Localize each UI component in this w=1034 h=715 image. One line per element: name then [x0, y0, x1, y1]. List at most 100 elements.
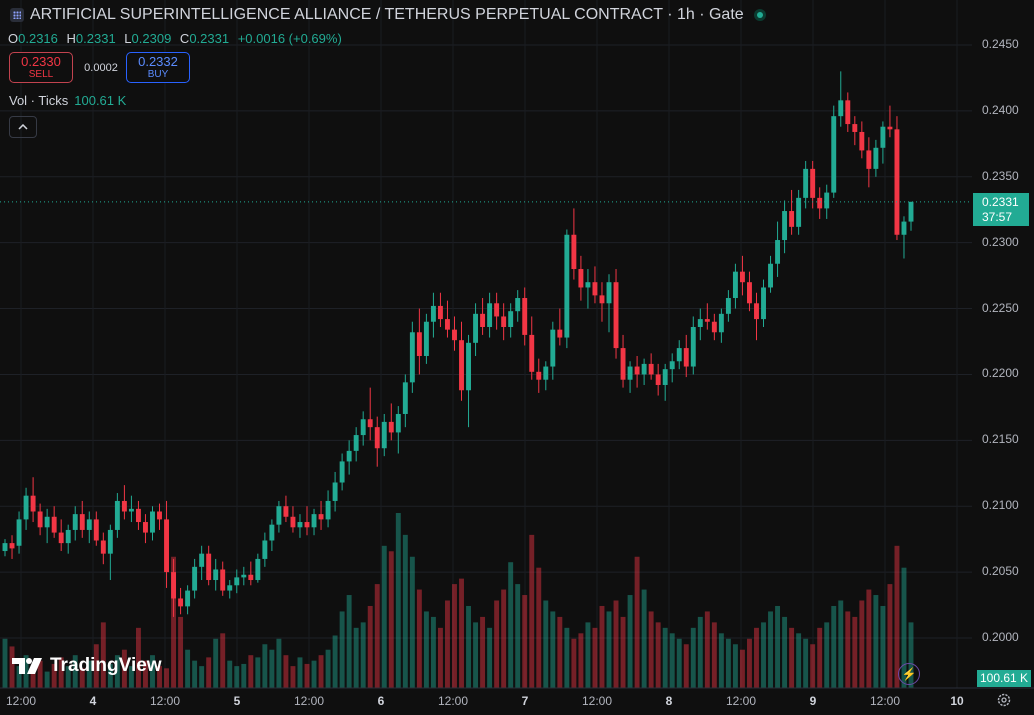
candle-body	[550, 329, 556, 367]
candle-body	[711, 321, 717, 333]
price-tick-label: 0.2400	[982, 102, 1019, 117]
volume-bar	[599, 605, 605, 688]
candle	[220, 561, 226, 596]
candle	[901, 216, 907, 259]
candle	[515, 290, 521, 322]
volume-bar	[824, 622, 830, 688]
candle	[9, 535, 15, 559]
candle-body	[227, 585, 233, 591]
volume-bar	[135, 627, 141, 688]
sell-button[interactable]: 0.2330 SELL	[9, 52, 73, 83]
volume-bar	[409, 556, 415, 688]
volume-legend[interactable]: Vol · Ticks 100.61 K	[9, 93, 126, 108]
volume-bar	[487, 627, 493, 688]
candle	[2, 539, 8, 557]
candle-body	[192, 566, 198, 591]
candle-body	[620, 348, 626, 380]
candle-body	[185, 590, 191, 607]
volume-bar	[2, 638, 8, 688]
candle-body	[44, 516, 50, 528]
candle	[262, 532, 268, 567]
candle	[627, 361, 633, 393]
price-tick-label: 0.2250	[982, 300, 1019, 315]
price-tick-label: 0.2350	[982, 168, 1019, 183]
volume-bar	[613, 600, 619, 688]
candle-body	[311, 514, 317, 528]
candle-body	[150, 511, 155, 533]
volume-bar	[297, 657, 303, 688]
volume-bar	[388, 551, 394, 688]
candle	[564, 229, 570, 349]
volume-bar	[206, 657, 212, 688]
collapse-legend-button[interactable]	[9, 116, 37, 138]
candle	[761, 279, 766, 328]
tradingview-logo-icon	[12, 658, 42, 674]
volume-bar	[86, 660, 92, 688]
candle	[318, 500, 324, 530]
candle-body	[213, 569, 219, 581]
volume-bar	[529, 534, 535, 688]
buy-button[interactable]: 0.2332 BUY	[126, 52, 190, 83]
volume-bar	[220, 633, 226, 688]
candle	[304, 506, 310, 536]
volume-bar	[423, 611, 429, 688]
candle-body	[114, 500, 120, 530]
volume-bar	[234, 666, 240, 688]
gear-icon[interactable]	[996, 692, 1012, 708]
time-tick-label: 8	[665, 694, 673, 708]
candle	[416, 308, 422, 375]
candle	[817, 187, 823, 219]
volume-bar	[459, 578, 464, 688]
volume-bar	[381, 545, 387, 688]
candle	[887, 105, 893, 138]
bar-countdown: 37:57	[982, 210, 1013, 224]
candle	[789, 189, 795, 235]
candle	[578, 255, 584, 301]
volume-bar	[627, 595, 633, 688]
time-tick-label: 10	[950, 694, 964, 708]
symbol-title-row[interactable]: ARTIFICIAL SUPERINTELLIGENCE ALLIANCE / …	[10, 6, 766, 24]
volume-bar	[93, 644, 99, 688]
candle	[339, 453, 345, 491]
candle-body	[669, 361, 675, 370]
volume-bar	[515, 584, 521, 688]
volume-bar	[564, 627, 570, 688]
candle-body	[346, 450, 352, 462]
candle	[360, 411, 366, 446]
volume-bar	[367, 605, 373, 688]
candle	[241, 566, 247, 586]
time-tick-label: 4	[89, 694, 97, 708]
candle-body	[58, 532, 64, 544]
candle-body	[283, 506, 289, 517]
candle	[480, 298, 486, 335]
candle	[381, 413, 387, 457]
candle	[276, 500, 282, 533]
candle	[248, 561, 254, 586]
candle-body	[873, 147, 879, 169]
volume-bar	[23, 655, 29, 688]
volume-bar	[346, 595, 352, 688]
candlestick-series	[2, 71, 914, 617]
candle-body	[135, 508, 141, 523]
candle	[30, 477, 36, 523]
candle-body	[564, 234, 570, 338]
candle	[782, 200, 788, 254]
candle-body	[65, 529, 71, 544]
candle	[100, 532, 106, 565]
lightning-icon[interactable]: ⚡	[898, 663, 920, 685]
candle	[192, 558, 198, 599]
spread-value: 0.0002	[84, 62, 118, 74]
symbol-title[interactable]: ARTIFICIAL SUPERINTELLIGENCE ALLIANCE / …	[30, 6, 744, 23]
volume-bar	[578, 633, 584, 688]
volume-bar	[402, 534, 408, 688]
candle	[711, 313, 717, 341]
volume-bar	[192, 660, 198, 688]
volume-bar	[789, 627, 795, 688]
candle-body	[690, 327, 696, 367]
market-open-status-icon	[753, 9, 766, 21]
volume-bar	[775, 605, 781, 688]
candle	[487, 292, 493, 338]
volume-bar	[255, 657, 261, 688]
tradingview-logo[interactable]: TradingView	[12, 655, 162, 677]
